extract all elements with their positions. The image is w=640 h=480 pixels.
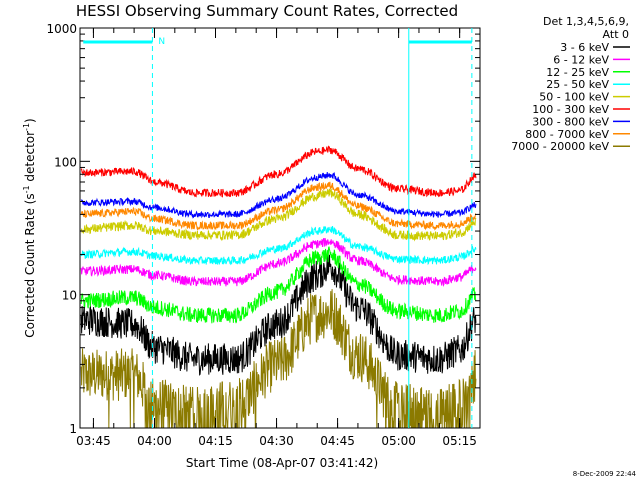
legend-header-line1: Det 1,3,4,5,6,9,	[543, 15, 629, 28]
legend-entry-label: 12 - 25 keV	[546, 66, 609, 79]
timestamp: 8-Dec-2009 22:44	[573, 470, 637, 478]
x-tick-label: 04:00	[137, 434, 172, 448]
night-bar-label-0: N	[158, 37, 165, 47]
legend-entry-label: 300 - 800 keV	[532, 115, 609, 128]
x-axis-label: Start Time (08-Apr-07 03:41:42)	[186, 456, 378, 470]
legend-entry-label: 800 - 7000 keV	[525, 128, 609, 141]
y-axis-label-part1: Corrected Count Rate (s	[23, 193, 37, 337]
x-tick-label: 04:15	[198, 434, 233, 448]
x-tick-label: 05:00	[381, 434, 416, 448]
series-line-300-800-kev	[80, 171, 477, 219]
y-tick-label: 1	[69, 422, 77, 436]
series-line-6-12-kev	[80, 237, 477, 287]
series-line-100-300-kev	[80, 145, 477, 198]
x-tick-label: 03:45	[76, 434, 111, 448]
plot-area	[80, 145, 477, 428]
legend-entry-label: 6 - 12 keV	[553, 53, 609, 66]
chart-title: HESSI Observing Summary Count Rates, Cor…	[76, 2, 458, 20]
series-line-50-100-kev	[80, 188, 477, 242]
legend-entry-label: 25 - 50 keV	[546, 78, 609, 91]
y-tick-label: 100	[54, 155, 77, 169]
y-axis-label-sup1: -1	[22, 185, 31, 193]
y-axis-label-sup2: -1	[22, 123, 31, 131]
legend-entry-label: 7000 - 20000 keV	[511, 140, 609, 153]
y-tick-label: 1000	[46, 22, 77, 36]
legend-entry-label: 50 - 100 keV	[539, 91, 609, 104]
series-line-800-7000-kev	[80, 181, 477, 232]
series-line-3-6-kev	[80, 253, 477, 376]
x-tick-label: 04:45	[320, 434, 355, 448]
legend-entry-label: 100 - 300 keV	[532, 103, 609, 116]
plot-frame	[79, 27, 481, 429]
legend-entry-label: 3 - 6 keV	[560, 41, 609, 54]
y-axis-label: Corrected Count Rate (s-1 detector-1)	[22, 118, 37, 337]
y-tick-label: 10	[62, 289, 77, 303]
series-line-25-50-kev	[80, 225, 477, 266]
y-axis: 1 10 100 1000	[46, 22, 480, 436]
y-axis-label-part2: detector	[23, 131, 37, 186]
series-line-12-25-kev	[80, 246, 477, 324]
series-line-7000-20000-kev	[80, 289, 477, 428]
x-tick-label: 05:15	[442, 434, 477, 448]
y-axis-label-part3: )	[23, 118, 37, 123]
x-tick-label: 04:30	[259, 434, 294, 448]
x-axis: 03:45 04:00 04:15 04:30 04:45 05:00 05:15	[76, 28, 481, 448]
legend-header-line2: Att 0	[603, 28, 629, 41]
